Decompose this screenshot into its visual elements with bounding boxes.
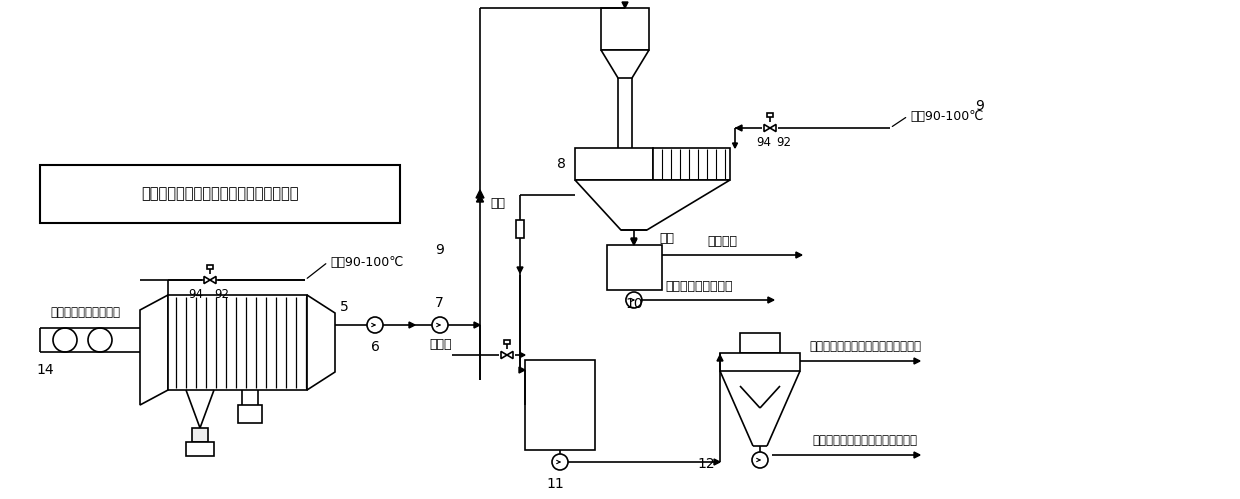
Bar <box>238 405 262 423</box>
Polygon shape <box>210 276 216 283</box>
Text: 送往分解槽作为晶种: 送往分解槽作为晶种 <box>665 279 733 292</box>
Text: 热水90-100℃: 热水90-100℃ <box>910 109 983 122</box>
Text: 92: 92 <box>215 288 229 301</box>
Bar <box>606 245 662 290</box>
Text: 滤液: 滤液 <box>490 197 505 210</box>
Polygon shape <box>205 276 210 283</box>
Polygon shape <box>914 452 920 458</box>
Polygon shape <box>717 355 723 361</box>
Polygon shape <box>476 195 484 202</box>
Text: 苛化废渣与沉降赤泥一起排出流程: 苛化废渣与沉降赤泥一起排出流程 <box>812 434 918 447</box>
Polygon shape <box>140 295 167 405</box>
Text: 9: 9 <box>435 243 444 257</box>
Text: 12: 12 <box>697 457 715 471</box>
Text: 含碱溶液进入二洗沉降槽，返回流程: 含碱溶液进入二洗沉降槽，返回流程 <box>808 340 921 353</box>
Bar <box>525 360 595 450</box>
Text: 5: 5 <box>340 300 348 314</box>
Bar <box>601 8 649 50</box>
Polygon shape <box>733 143 738 148</box>
Polygon shape <box>768 297 774 303</box>
Polygon shape <box>770 124 776 132</box>
Bar <box>768 113 773 117</box>
Text: 14: 14 <box>36 363 53 377</box>
Text: 石灰乳: 石灰乳 <box>429 338 453 351</box>
Polygon shape <box>517 267 523 273</box>
Bar <box>516 220 525 238</box>
Bar <box>186 442 215 456</box>
Bar <box>740 333 780 353</box>
Bar <box>40 165 401 223</box>
Text: 输送结疤物料进球磨机: 输送结疤物料进球磨机 <box>50 305 120 318</box>
Polygon shape <box>796 252 802 258</box>
Text: 9: 9 <box>976 99 985 113</box>
Polygon shape <box>622 2 627 8</box>
Polygon shape <box>914 358 920 364</box>
Polygon shape <box>520 352 525 357</box>
Polygon shape <box>476 190 484 198</box>
Polygon shape <box>575 180 730 230</box>
Text: 分解精液: 分解精液 <box>707 235 737 248</box>
Text: 滤饼: 滤饼 <box>658 232 673 245</box>
Bar <box>503 340 510 344</box>
Polygon shape <box>308 295 335 390</box>
Bar <box>720 353 800 371</box>
Text: 94: 94 <box>188 288 203 301</box>
Text: 10: 10 <box>625 297 642 311</box>
Polygon shape <box>520 367 525 373</box>
Polygon shape <box>764 124 770 132</box>
Polygon shape <box>507 351 513 359</box>
Polygon shape <box>714 459 720 465</box>
Text: 92: 92 <box>776 136 791 149</box>
Text: 94: 94 <box>756 136 771 149</box>
Text: 8: 8 <box>557 157 565 171</box>
Bar <box>575 148 652 180</box>
Polygon shape <box>631 238 637 244</box>
Polygon shape <box>474 322 480 328</box>
Polygon shape <box>409 322 415 328</box>
Text: 11: 11 <box>546 477 564 491</box>
Bar <box>192 428 208 442</box>
Polygon shape <box>737 125 742 131</box>
Bar <box>207 265 213 269</box>
Bar <box>652 148 730 180</box>
Text: 清理下来的含有有机物的分解槽结疤物料: 清理下来的含有有机物的分解槽结疤物料 <box>141 187 299 202</box>
Polygon shape <box>601 50 649 78</box>
Text: 7: 7 <box>435 296 444 310</box>
Polygon shape <box>501 351 507 359</box>
Text: 6: 6 <box>371 340 379 354</box>
Text: 热水90-100℃: 热水90-100℃ <box>330 255 403 268</box>
Polygon shape <box>631 239 637 245</box>
Bar <box>167 295 308 390</box>
